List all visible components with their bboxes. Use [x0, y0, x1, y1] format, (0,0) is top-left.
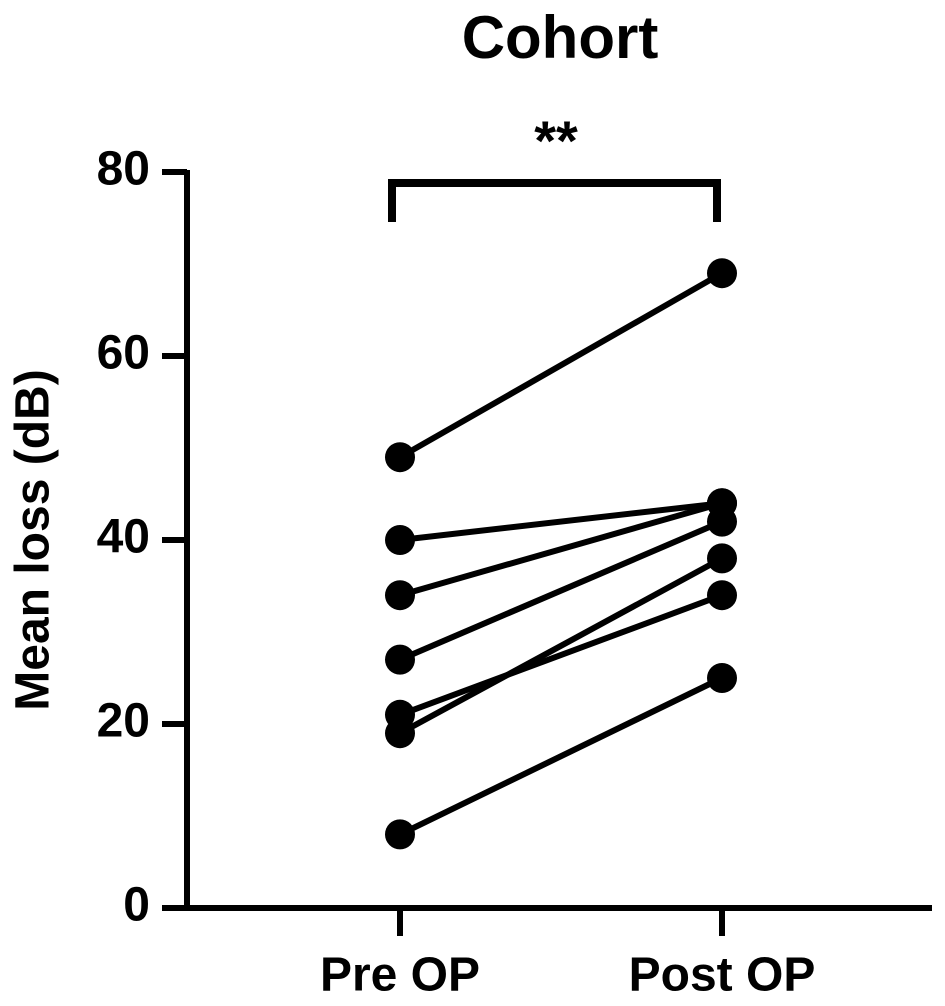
pair-line [399, 500, 723, 543]
data-point [707, 506, 737, 537]
y-tick-label: 40 [97, 511, 150, 564]
x-tick-label: Pre OP [320, 949, 480, 1002]
data-point [707, 258, 737, 289]
pair-line [398, 675, 724, 838]
x-tick-label: Post OP [629, 949, 816, 1002]
chart-title: Cohort [462, 4, 659, 71]
data-point [707, 580, 737, 611]
data-point [385, 525, 415, 555]
y-tick-label: 60 [97, 327, 150, 380]
significance-bracket [388, 179, 721, 222]
pair-line [398, 592, 724, 718]
data-point [707, 543, 737, 574]
data-point [385, 442, 415, 473]
data-point [385, 580, 415, 611]
pair-line [398, 518, 724, 663]
data-point [385, 718, 415, 749]
data-point [385, 644, 415, 675]
pair-line [398, 270, 724, 460]
data-point [707, 663, 737, 693]
y-tick-label: 80 [97, 143, 150, 196]
y-axis-label: Mean loss (dB) [7, 369, 60, 710]
y-tick-label: 0 [123, 879, 150, 932]
pair-line [399, 500, 723, 599]
y-tick-label: 20 [97, 695, 150, 748]
data-point [385, 819, 415, 850]
pair-line [398, 555, 724, 736]
significance-label: ** [534, 109, 578, 172]
